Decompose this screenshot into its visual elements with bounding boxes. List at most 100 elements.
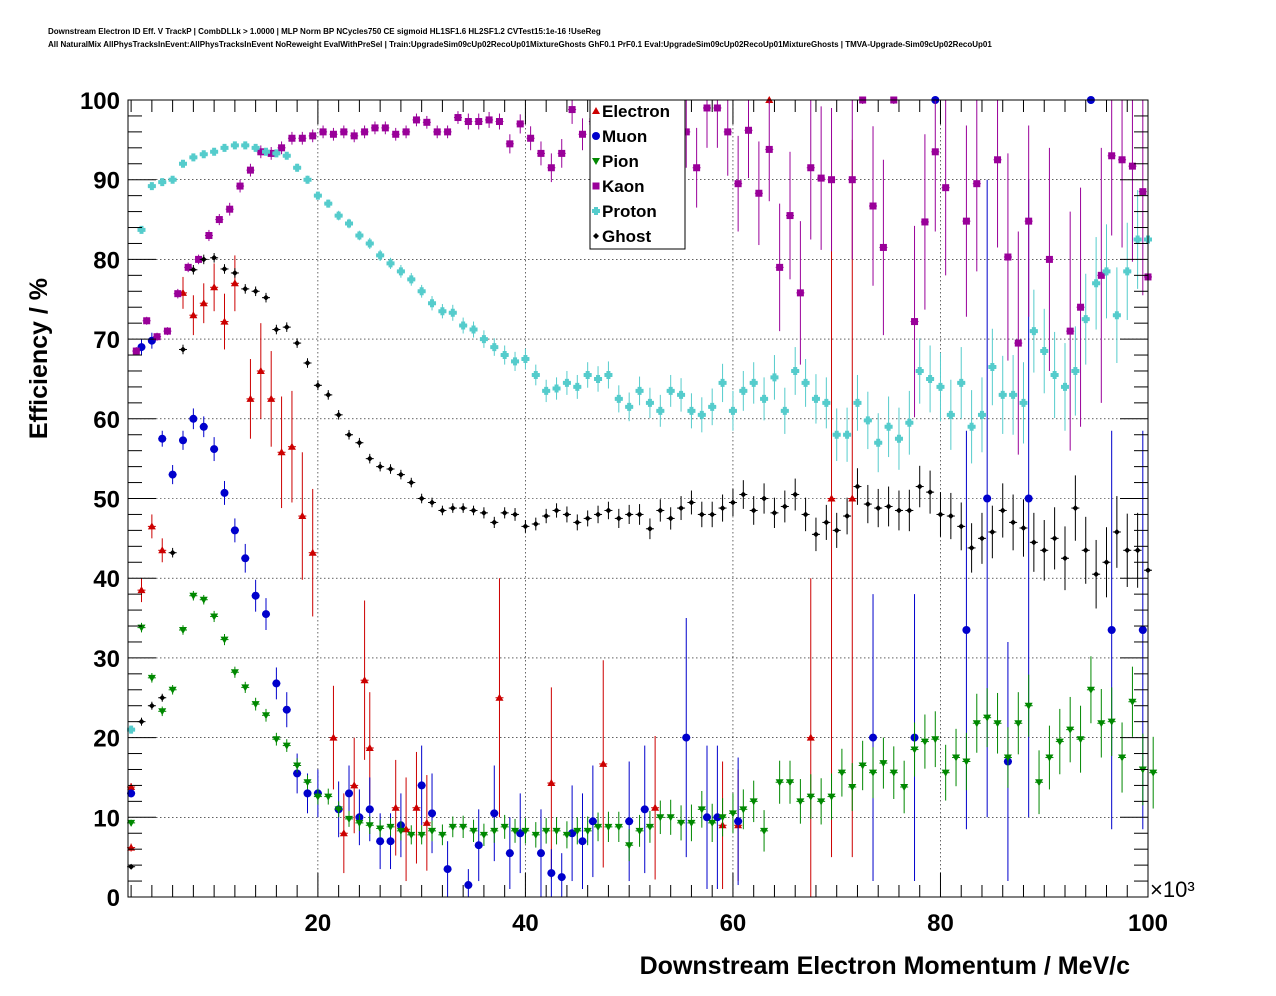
data-point bbox=[812, 531, 819, 538]
data-point bbox=[376, 251, 385, 260]
data-point bbox=[771, 509, 778, 516]
data-point bbox=[491, 519, 498, 526]
data-point bbox=[1061, 555, 1068, 562]
data-point bbox=[599, 759, 608, 767]
data-point bbox=[438, 831, 447, 839]
data-point bbox=[190, 266, 197, 273]
data-point bbox=[485, 116, 493, 124]
data-point bbox=[1003, 754, 1012, 762]
data-point bbox=[127, 819, 136, 827]
data-point bbox=[755, 189, 763, 197]
data-point bbox=[708, 402, 717, 411]
data-point bbox=[402, 128, 410, 136]
data-point bbox=[573, 382, 582, 391]
data-point bbox=[1060, 382, 1069, 391]
data-point bbox=[298, 134, 306, 142]
data-point bbox=[490, 343, 499, 352]
data-point bbox=[365, 239, 374, 248]
data-point bbox=[894, 434, 903, 443]
data-point bbox=[739, 386, 748, 395]
data-point bbox=[500, 351, 509, 360]
data-point bbox=[1128, 698, 1137, 706]
chart-header-line-1: Downstream Electron ID Eff. V TrackP | C… bbox=[48, 27, 601, 36]
data-point bbox=[687, 819, 696, 827]
data-point bbox=[900, 784, 909, 792]
data-point bbox=[147, 522, 156, 530]
data-point bbox=[578, 837, 587, 846]
data-point bbox=[724, 128, 732, 136]
data-point bbox=[230, 669, 239, 677]
data-point bbox=[521, 355, 530, 364]
data-point bbox=[522, 523, 529, 530]
data-point bbox=[1138, 626, 1147, 635]
data-point bbox=[1097, 271, 1105, 279]
data-point bbox=[739, 806, 748, 814]
data-point bbox=[828, 176, 836, 184]
data-point bbox=[303, 789, 312, 798]
data-point bbox=[397, 471, 404, 478]
data-point bbox=[210, 613, 219, 621]
data-point bbox=[313, 793, 322, 801]
data-point bbox=[946, 410, 955, 419]
data-point bbox=[396, 267, 405, 276]
data-point bbox=[1004, 253, 1012, 261]
data-point bbox=[215, 216, 223, 224]
data-point bbox=[444, 128, 452, 136]
y-tick-label: 100 bbox=[80, 88, 120, 115]
data-point bbox=[848, 784, 857, 792]
data-point bbox=[267, 149, 275, 157]
data-point bbox=[1086, 686, 1095, 694]
data-point bbox=[158, 178, 167, 187]
data-point bbox=[199, 150, 208, 159]
data-point bbox=[854, 483, 861, 490]
data-point bbox=[294, 340, 301, 347]
data-point bbox=[1040, 347, 1049, 356]
data-point bbox=[1035, 779, 1044, 787]
legend-label-muon: Muon bbox=[602, 127, 647, 146]
data-point bbox=[786, 212, 794, 220]
data-point bbox=[827, 793, 836, 801]
data-point bbox=[360, 676, 369, 684]
data-point bbox=[325, 391, 332, 398]
data-point bbox=[158, 708, 167, 716]
data-point bbox=[459, 823, 468, 831]
data-point bbox=[791, 366, 800, 375]
data-point bbox=[942, 184, 950, 192]
data-point bbox=[127, 789, 136, 798]
y-tick-label: 30 bbox=[93, 646, 120, 673]
data-point bbox=[1139, 188, 1147, 196]
data-point bbox=[464, 881, 473, 890]
data-point bbox=[879, 243, 887, 251]
data-point bbox=[536, 849, 545, 858]
data-point bbox=[205, 231, 213, 239]
data-point bbox=[422, 818, 431, 826]
data-point bbox=[604, 823, 613, 831]
data-point bbox=[563, 511, 570, 518]
data-point bbox=[495, 118, 503, 126]
data-point bbox=[1107, 718, 1116, 726]
data-point bbox=[335, 411, 342, 418]
data-point bbox=[262, 610, 271, 619]
data-point bbox=[728, 810, 737, 818]
x-axis-exponent: ×10³ bbox=[1150, 877, 1195, 902]
data-point bbox=[246, 166, 254, 174]
data-point bbox=[169, 549, 176, 556]
data-point bbox=[844, 513, 851, 520]
data-point bbox=[625, 817, 634, 826]
data-point bbox=[656, 814, 665, 822]
data-point bbox=[396, 827, 405, 835]
data-point bbox=[583, 370, 592, 379]
data-point bbox=[962, 758, 971, 766]
data-point bbox=[993, 720, 1002, 728]
data-point bbox=[905, 418, 914, 427]
data-point bbox=[1134, 547, 1141, 554]
data-point bbox=[531, 831, 540, 839]
data-point bbox=[371, 124, 379, 132]
data-point bbox=[319, 128, 327, 136]
data-point bbox=[1113, 528, 1120, 535]
data-point bbox=[646, 525, 653, 532]
data-point bbox=[329, 733, 338, 741]
data-point bbox=[936, 382, 945, 391]
data-point bbox=[807, 164, 815, 172]
data-point bbox=[230, 141, 239, 150]
